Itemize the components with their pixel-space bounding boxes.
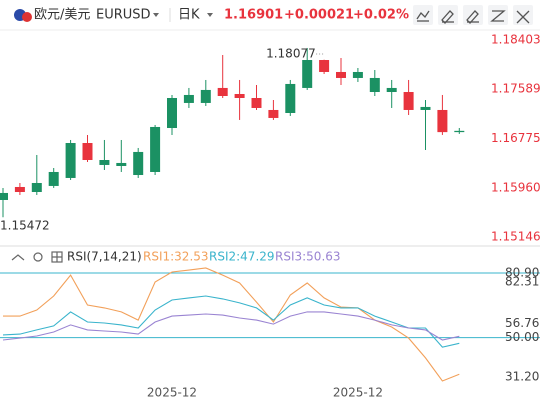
low-label: 1.15472 (0, 219, 50, 233)
legend-entry: RSI2:47.29 (209, 250, 275, 264)
candle-body (336, 71, 346, 78)
flag-icon (14, 9, 32, 22)
price-tick-label: 1.16775 (491, 131, 540, 145)
dropdown-arrow[interactable] (207, 13, 213, 17)
dropdown-arrow[interactable] (153, 13, 159, 17)
candle-body (82, 143, 93, 161)
rsi-tick-label: 80.90 (505, 266, 539, 280)
candle-body (116, 162, 127, 166)
candle-body (285, 83, 296, 113)
price-tick-label: 1.18403 (491, 32, 540, 46)
x-tick-label: 2025-12 (333, 386, 383, 400)
candle-body (302, 60, 313, 88)
period[interactable]: 日K (178, 8, 200, 23)
indicator-title: RSI(7,14,21) (67, 250, 142, 264)
candle-body (183, 94, 194, 103)
rsi-line (2, 295, 460, 348)
candle-body (352, 71, 363, 78)
tool-button[interactable] (438, 5, 458, 25)
candle-body (65, 143, 76, 178)
price-tick-label: 1.17589 (491, 82, 540, 96)
x-tick-label: 2025-12 (147, 386, 197, 400)
price-tick-label: 1.15960 (491, 180, 540, 194)
candle-body (386, 87, 397, 93)
candle-body (99, 160, 110, 165)
tool-button[interactable] (463, 5, 483, 25)
legend-entry: RSI1:32.53 (143, 250, 209, 264)
pair-name[interactable]: 欧元/美元 (34, 8, 90, 23)
candle-body (14, 186, 25, 193)
rsi-tick-label: 31.20 (505, 369, 539, 383)
tool-icons (416, 10, 530, 24)
settings-icon[interactable] (33, 252, 43, 262)
legend-entry: RSI3:50.63 (275, 250, 341, 264)
candle-body (234, 94, 245, 98)
tool-button[interactable] (488, 5, 508, 25)
candle-body (437, 109, 448, 133)
candle-body (31, 182, 42, 193)
price-tick-label: 1.15146 (491, 230, 540, 244)
candle-body (319, 60, 330, 72)
rsi-tick-label: 50.00 (505, 330, 539, 344)
candle-body (454, 130, 465, 133)
collapse-icon[interactable] (11, 254, 25, 261)
candle-body (420, 106, 431, 110)
rsi-line (2, 311, 460, 341)
candle-body (150, 126, 161, 172)
symbol[interactable]: EURUSD (96, 8, 151, 23)
candle-body (133, 151, 144, 176)
candle-body (167, 97, 177, 129)
rsi-tick-label: 56.76 (505, 316, 539, 330)
price-change: +0.00021 (284, 8, 354, 23)
candle-body (217, 87, 228, 97)
high-label: 1.18077 (266, 47, 316, 61)
last-price: 1.16901 (224, 8, 283, 23)
indicator-icons (11, 251, 63, 263)
candle-body (48, 171, 59, 186)
candle-body (200, 89, 211, 103)
candle-body (403, 92, 414, 110)
toolbar (413, 5, 533, 25)
rsi-tick-label: 82.31 (505, 275, 539, 289)
tool-button[interactable] (513, 5, 533, 25)
rsi-line (3, 267, 460, 382)
candle-body (0, 192, 8, 200)
candle-body (268, 109, 279, 118)
candle-body (251, 97, 262, 108)
percent-change: +0.02% (353, 8, 409, 23)
candle-body (369, 77, 380, 93)
